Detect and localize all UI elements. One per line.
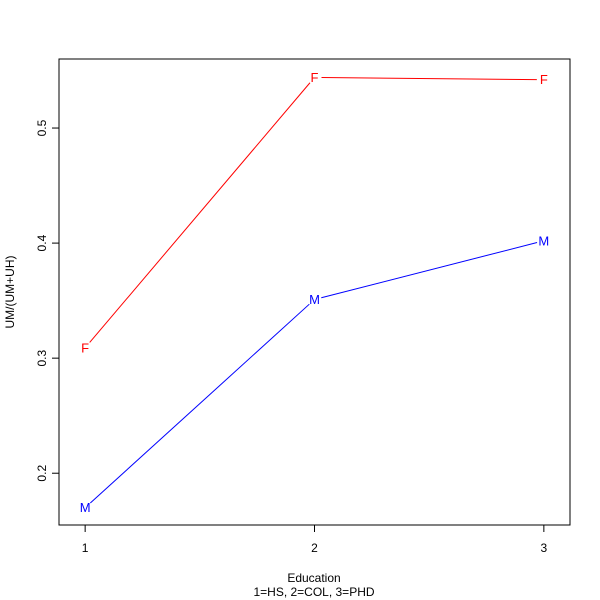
x-axis-sublabel: 1=HS, 2=COL, 3=PHD [253, 585, 374, 599]
y-tick-label: 0.5 [35, 119, 49, 136]
series-f-point: F [81, 340, 89, 355]
series-f-point: F [540, 72, 548, 87]
series-f-line [321, 76, 537, 81]
y-axis-label: UM/(UM+UH) [3, 256, 17, 329]
series-f-point: F [311, 70, 319, 85]
x-tick-label: 1 [82, 541, 89, 555]
series-m-point: M [309, 292, 320, 307]
x-axis-label: Education [287, 571, 340, 585]
series-m-point: M [538, 233, 549, 248]
series-m-line [89, 303, 310, 504]
series-m-point: M [80, 500, 91, 515]
x-tick-label: 2 [311, 541, 318, 555]
y-tick-label: 0.4 [35, 234, 49, 251]
y-tick-label: 0.2 [35, 465, 49, 482]
series-f-line [89, 82, 311, 343]
y-tick-label: 0.3 [35, 349, 49, 366]
axis-layer: 1 2 3 0.2 0.3 0.4 0.5 [35, 119, 548, 555]
x-tick-label: 3 [541, 541, 548, 555]
series-m-line [321, 242, 538, 299]
series-layer: F F F M M M [80, 70, 550, 515]
